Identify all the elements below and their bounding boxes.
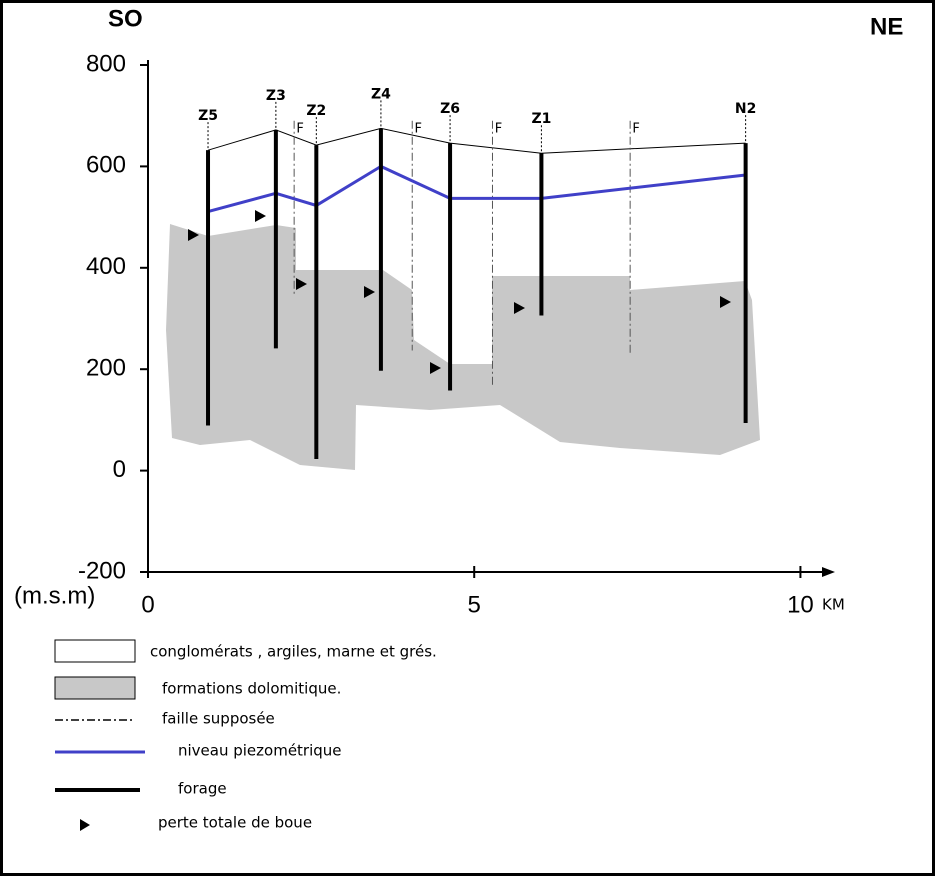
frame — [2, 2, 934, 875]
fault-label: F — [414, 121, 421, 136]
legend-swatch — [55, 640, 135, 662]
legend-label: forage — [178, 780, 227, 798]
fault-label: F — [632, 121, 639, 136]
legend-label: niveau piezométrique — [178, 742, 342, 760]
y-tick-label: 800 — [86, 50, 126, 77]
fault-label: F — [495, 121, 502, 136]
legend-swatch — [55, 677, 135, 699]
y-tick-label: 200 — [86, 355, 126, 382]
left-label: SO — [108, 5, 143, 32]
y-tick-label: -200 — [78, 557, 126, 584]
well-label: N2 — [735, 101, 756, 117]
legend-label: formations dolomitique. — [162, 680, 341, 698]
legend-label: faille supposée — [162, 710, 275, 728]
well-label: Z2 — [306, 103, 326, 119]
x-unit: KM — [822, 596, 845, 614]
y-tick-label: 600 — [86, 152, 126, 179]
well-label: Z3 — [266, 88, 286, 104]
x-tick-label: 0 — [141, 591, 154, 618]
fault-label: F — [296, 121, 303, 136]
x-tick-label: 5 — [468, 591, 481, 618]
y-tick-label: 400 — [86, 253, 126, 280]
y-unit: (m.s.m) — [14, 582, 95, 609]
right-label: NE — [870, 13, 903, 40]
well-label: Z5 — [198, 108, 218, 124]
x-tick-label: 10 — [787, 591, 814, 618]
well-label: Z4 — [371, 86, 391, 102]
well-label: Z1 — [531, 111, 551, 127]
legend-label: perte totale de boue — [158, 814, 312, 832]
well-label: Z6 — [440, 101, 460, 117]
y-tick-label: 0 — [113, 456, 126, 483]
cross-section: SO NE (m.s.m) KM conglomérats , argiles,… — [0, 0, 935, 876]
legend-label: conglomérats , argiles, marne et grés. — [150, 643, 437, 661]
